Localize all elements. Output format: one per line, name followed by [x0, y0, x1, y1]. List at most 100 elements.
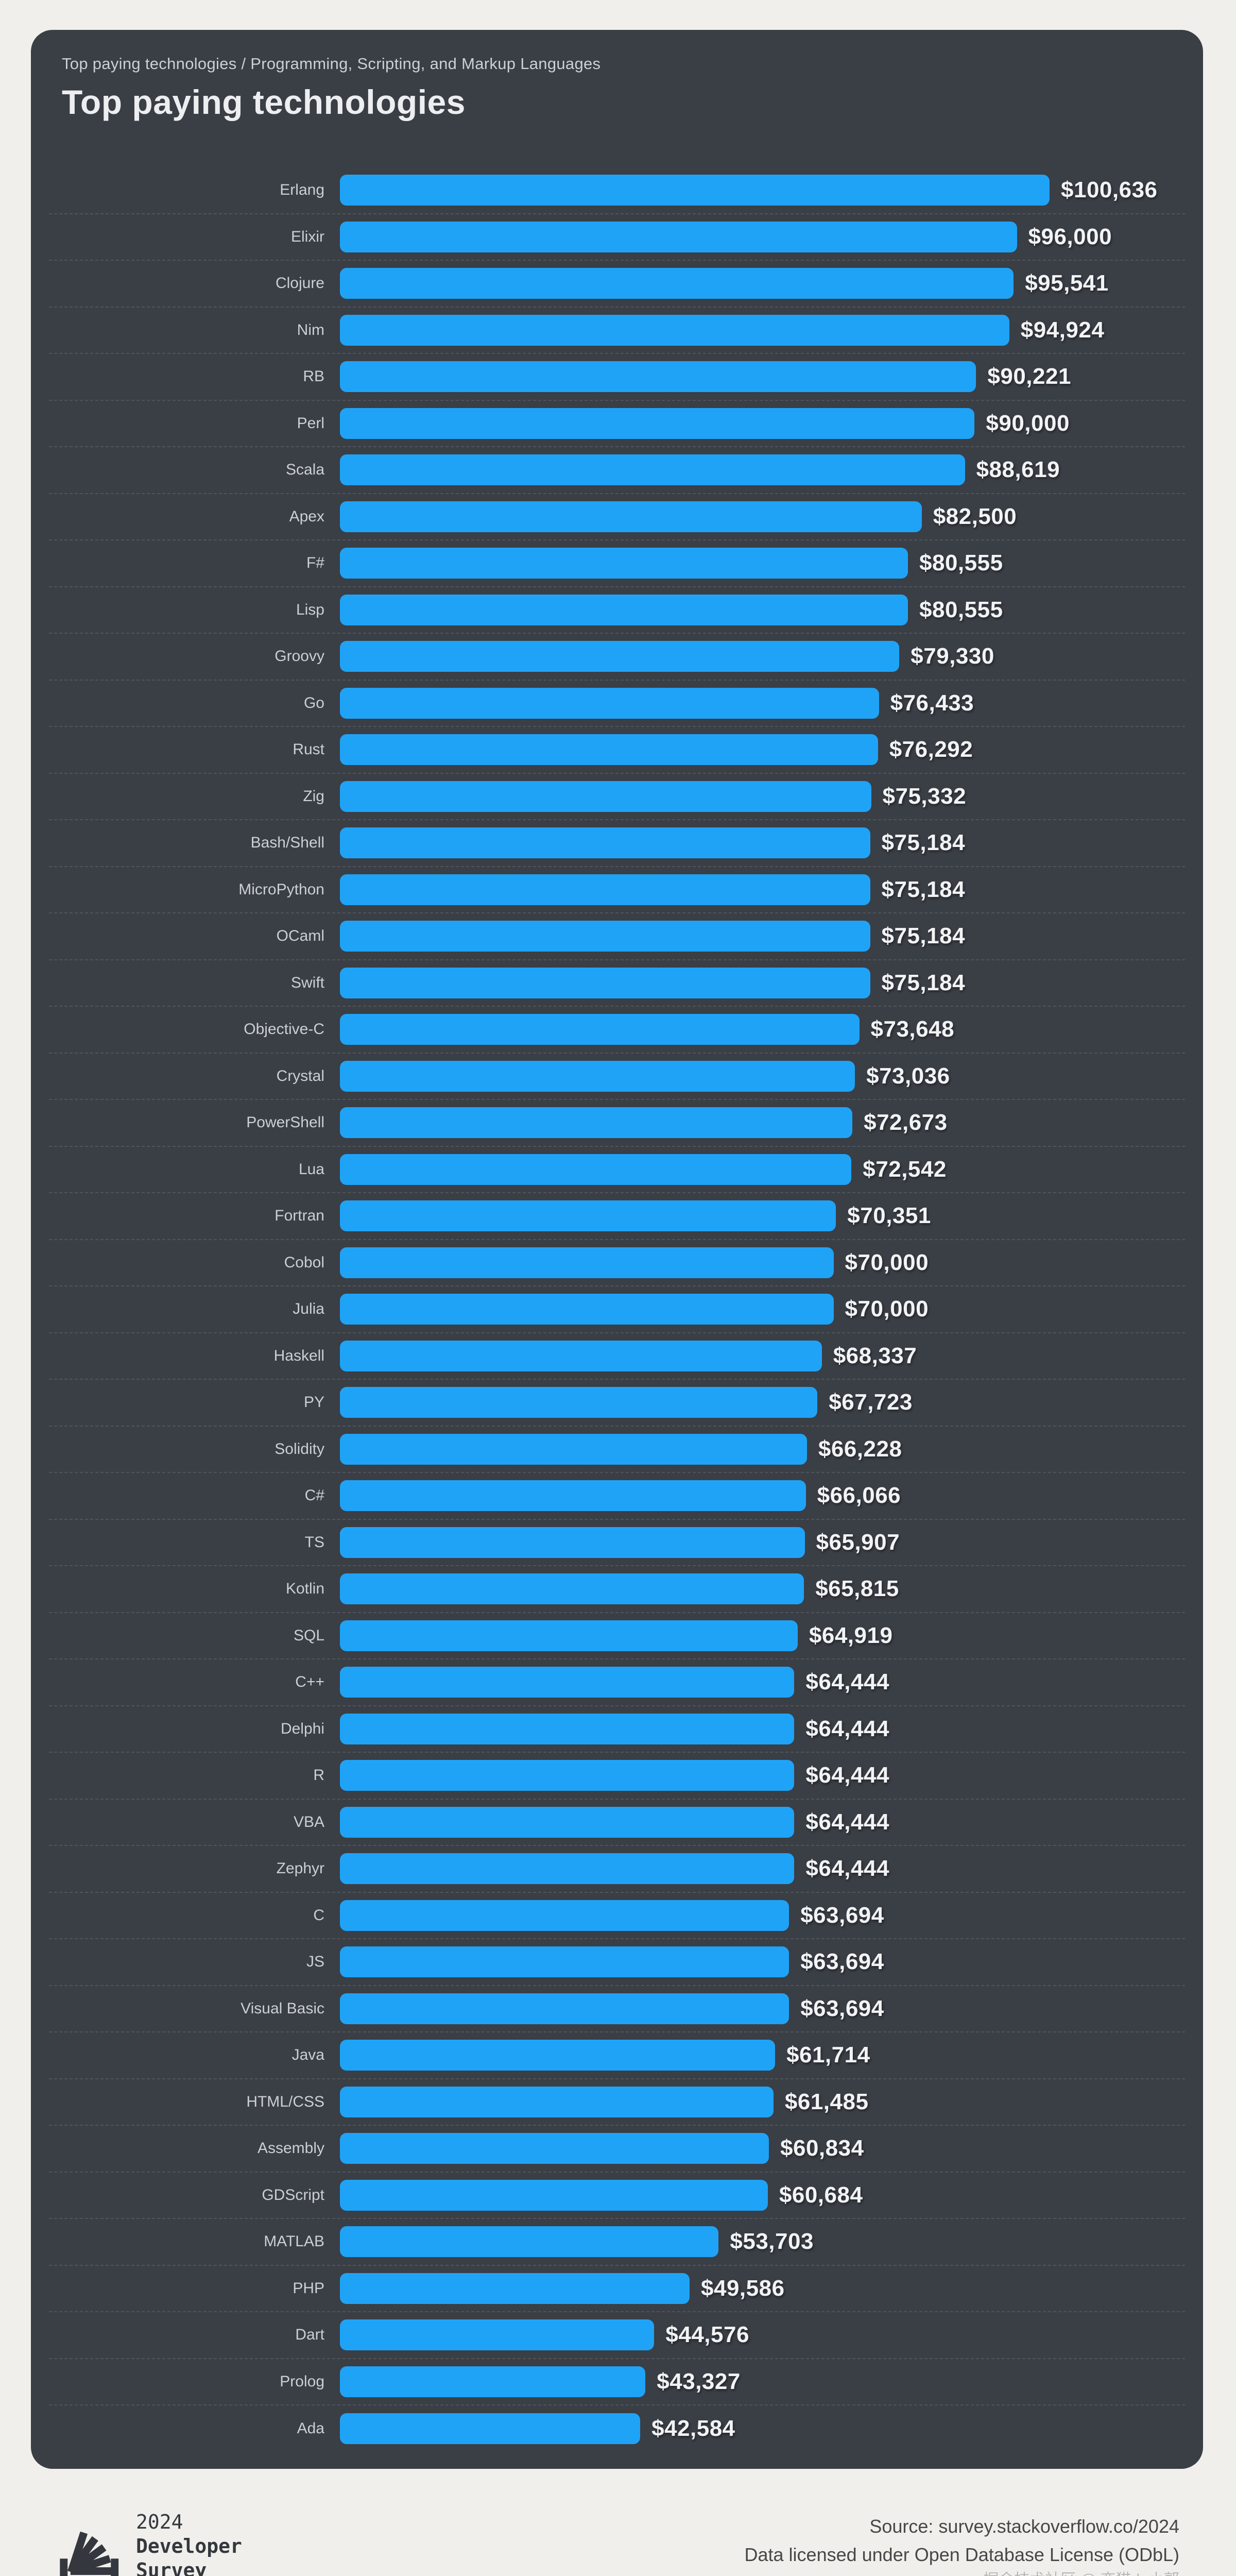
bar-label: Solidity — [274, 1440, 324, 1458]
bar-label: Bash/Shell — [250, 834, 324, 852]
bar-row: PowerShell $72,673 — [49, 1100, 1185, 1147]
bar — [340, 221, 1017, 252]
bar-row: Haskell $68,337 — [49, 1333, 1185, 1380]
bar — [340, 501, 922, 532]
bar — [340, 1200, 836, 1232]
bar-value: $80,555 — [919, 597, 1003, 622]
bar-chart: Erlang $100,636 Elixir $96,000 Clojure $… — [31, 167, 1203, 2452]
bar — [340, 175, 1050, 206]
bar-value: $72,542 — [863, 1156, 947, 1182]
bar-value: $82,500 — [933, 503, 1017, 529]
bar-row: Zig $75,332 — [49, 774, 1185, 820]
bar-label: RB — [303, 368, 324, 385]
bar-row: Solidity $66,228 — [49, 1427, 1185, 1473]
bar-label: Groovy — [274, 648, 324, 665]
bar-label: Erlang — [280, 181, 324, 199]
bar — [340, 1014, 860, 1045]
chart-card: Top paying technologies / Programming, S… — [31, 30, 1203, 2469]
bar-row: Perl $90,000 — [49, 401, 1185, 447]
bar-track: $94,924 — [340, 314, 1185, 346]
bar-value: $42,584 — [651, 2416, 735, 2442]
logo-line1: Developer — [136, 2534, 242, 2557]
bar-label: C++ — [295, 1673, 324, 1691]
bar-track: $65,907 — [340, 1527, 1185, 1558]
logo-line2: Survey — [136, 2558, 207, 2576]
bar-label: JS — [306, 1953, 324, 1971]
bar-value: $64,444 — [805, 1809, 889, 1835]
bar-label: MATLAB — [264, 2233, 324, 2250]
bar-track: $60,834 — [340, 2133, 1185, 2164]
bar-value: $100,636 — [1061, 177, 1158, 203]
bar-row: C# $66,066 — [49, 1473, 1185, 1520]
bar — [340, 1480, 806, 1512]
bar-track: $42,584 — [340, 2413, 1185, 2445]
bar-value: $90,000 — [986, 410, 1070, 436]
breadcrumb: Top paying technologies / Programming, S… — [62, 55, 601, 73]
bar-label: PY — [303, 1394, 324, 1411]
bar-value: $61,714 — [786, 2042, 870, 2068]
bar — [340, 594, 908, 625]
bar-track: $64,919 — [340, 1620, 1185, 1651]
bar — [340, 1620, 798, 1651]
bar-value: $95,541 — [1025, 270, 1109, 296]
bar-value: $90,221 — [987, 364, 1071, 389]
bar-row: Ada $42,584 — [49, 2405, 1185, 2452]
bar-value: $66,066 — [817, 1483, 901, 1509]
bar-label: Rust — [293, 741, 324, 758]
bar-label: VBA — [293, 1813, 324, 1831]
bar-track: $63,694 — [340, 1946, 1185, 1978]
bar-row: Erlang $100,636 — [49, 167, 1185, 214]
bar-track: $70,000 — [340, 1247, 1185, 1278]
bar-row: Kotlin $65,815 — [49, 1566, 1185, 1613]
bar-value: $64,444 — [805, 1716, 889, 1741]
bar — [340, 2086, 774, 2117]
bar-label: SQL — [293, 1626, 324, 1644]
bar-row: Objective-C $73,648 — [49, 1007, 1185, 1054]
bar — [340, 1527, 805, 1558]
bar-row: SQL $64,919 — [49, 1613, 1185, 1659]
bar-value: $76,433 — [890, 690, 974, 716]
bar-value: $75,184 — [881, 970, 966, 995]
bar-row: Lua $72,542 — [49, 1147, 1185, 1193]
bar-row: F# $80,555 — [49, 540, 1185, 587]
bar — [340, 1760, 795, 1791]
bar-track: $49,586 — [340, 2273, 1185, 2304]
bar-row: C $63,694 — [49, 1893, 1185, 1939]
bar-track: $72,673 — [340, 1107, 1185, 1139]
bar-value: $43,327 — [657, 2368, 741, 2394]
bar-label: GDScript — [262, 2186, 324, 2204]
bar-row: PHP $49,586 — [49, 2266, 1185, 2312]
bar-label: Objective-C — [244, 1021, 324, 1038]
bar-label: Haskell — [273, 1347, 324, 1364]
bar-track: $79,330 — [340, 641, 1185, 672]
bar-track: $64,444 — [340, 1853, 1185, 1885]
bar-label: Prolog — [280, 2372, 324, 2390]
bar-label: Zig — [303, 787, 324, 805]
bar-row: Dart $44,576 — [49, 2312, 1185, 2359]
bar-row: HTML/CSS $61,485 — [49, 2079, 1185, 2126]
bar-label: Lisp — [296, 601, 324, 618]
bar-row: Rust $76,292 — [49, 727, 1185, 774]
bar-label: PHP — [293, 2279, 324, 2297]
bar-track: $80,555 — [340, 548, 1185, 579]
bar-track: $95,541 — [340, 268, 1185, 299]
bar-value: $64,919 — [809, 1622, 893, 1648]
bar-label: Crystal — [276, 1067, 324, 1084]
bar-value: $73,036 — [866, 1063, 950, 1089]
bar-row: VBA $64,444 — [49, 1800, 1185, 1846]
license-text: Data licensed under Open Database Licens… — [744, 2544, 1180, 2565]
bar-value: $79,330 — [911, 643, 994, 669]
bar-label: MicroPython — [238, 880, 324, 898]
bar-track: $70,351 — [340, 1200, 1185, 1232]
bar-track: $61,714 — [340, 2040, 1185, 2071]
bar-row: Bash/Shell $75,184 — [49, 820, 1185, 867]
bar-value: $65,815 — [815, 1576, 899, 1602]
bar-track: $43,327 — [340, 2366, 1185, 2397]
bar-value: $75,332 — [882, 783, 967, 809]
bar-row: Fortran $70,351 — [49, 1193, 1185, 1240]
bar-row: Elixir $96,000 — [49, 214, 1185, 261]
bar — [340, 2413, 641, 2445]
bar-row: Swift $75,184 — [49, 960, 1185, 1007]
bar — [340, 2133, 769, 2164]
bar-label: Fortran — [274, 1207, 324, 1225]
